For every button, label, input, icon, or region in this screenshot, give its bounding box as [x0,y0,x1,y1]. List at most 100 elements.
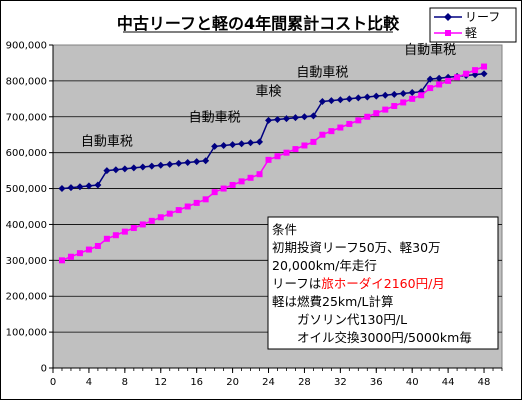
series-0-point-4 [94,181,102,189]
series-1-point-29 [319,131,326,138]
series-0-point-13 [175,159,183,167]
series-0-point-30 [327,97,335,105]
series-1-point-14 [184,203,191,210]
y-axis: 0 100,000 200,000 300,000 400,000 500,000 600,… [6,41,54,375]
series-1-point-19 [229,181,236,188]
series-0-point-42 [435,74,443,82]
series-1-point-41 [427,85,434,92]
series-0-point-17 [211,142,219,150]
series-1-point-9 [139,221,146,228]
series-0-point-5 [103,167,111,175]
series-1-point-37 [391,103,398,110]
series-1-point-7 [121,228,128,235]
annotation-1: 自動車税 [189,110,241,125]
series-0-point-16 [202,157,210,165]
conditions-box-frame [267,216,499,350]
series-1-point-20 [238,178,245,185]
y-tick-label-3: 300,000 [6,256,47,267]
series-1-point-28 [310,138,317,145]
condition-line-6: オイル交換3000円/5000km毎 [297,330,472,345]
series-1-point-26 [292,146,299,153]
series-1-point-44 [454,74,461,81]
series-0-point-9 [139,163,147,171]
series-0-point-41 [426,75,434,83]
series-0-point-39 [408,89,416,97]
condition-line-1: 初期投資リーフ50万、軽30万 [272,240,441,255]
series-1-point-18 [220,185,227,192]
series-1-point-4 [94,242,101,249]
series-1-point-46 [472,67,479,74]
series-0-point-7 [121,165,129,173]
condition-line-2: 20,000km/年走行 [272,258,377,273]
y-tick-label-2: 200,000 [6,292,47,303]
series-0-point-37 [390,90,398,98]
x-tick-label-2: 8 [122,377,128,388]
series-1-point-1 [67,253,74,260]
series-0-point-18 [220,141,228,149]
series-0-point-31 [336,96,344,104]
y-tick-label-9: 900,000 [6,41,47,52]
series-1-point-3 [85,246,92,253]
y-tick-label-8: 800,000 [6,76,47,87]
series-0-point-3 [85,182,93,190]
series-1-point-15 [193,199,200,206]
series-layer [58,63,488,264]
series-0-point-27 [300,113,308,121]
condition-line-5: ガソリン代130円/L [297,312,407,327]
series-1-point-32 [346,120,353,127]
series-1-point-31 [337,124,344,131]
series-1-point-35 [373,110,380,117]
series-0-point-29 [318,98,326,106]
series-0-point-0 [58,185,66,193]
series-1-point-27 [301,142,308,149]
series-0-point-28 [309,112,317,120]
series-1-point-33 [355,117,362,124]
series-1-point-13 [175,207,182,214]
y-tick-label-7: 700,000 [6,112,47,123]
series-1-point-24 [274,153,281,160]
series-0-point-1 [67,184,75,192]
series-1-point-8 [130,225,137,232]
x-tick-label-9: 36 [370,377,383,388]
series-0-point-12 [166,160,174,168]
series-1-point-2 [76,250,83,257]
x-tick-label-4: 16 [190,377,203,388]
series-1-point-5 [103,235,110,242]
series-1-point-22 [256,171,263,178]
series-0-point-20 [238,140,246,148]
x-tick-label-3: 12 [154,377,167,388]
series-1-point-45 [463,70,470,77]
y-tick-label-4: 400,000 [6,220,47,231]
legend-swatch-leaf-marker [444,13,452,21]
series-0-point-2 [76,183,84,191]
series-1-point-42 [436,81,443,88]
series-0-point-8 [130,164,138,172]
y-tick-label-1: 100,000 [6,328,47,339]
series-1-point-36 [382,106,389,113]
y-tick-label-0: 0 [41,364,47,375]
series-1-point-39 [409,95,416,102]
annotation-2: 車検 [256,84,282,99]
series-1-point-30 [328,128,335,135]
series-1-point-17 [211,189,218,196]
legend-label-kei: 軽 [465,26,477,40]
series-0-point-24 [274,115,281,123]
legend: リーフ 軽 [429,7,517,43]
y-tick-label-5: 500,000 [6,184,47,195]
x-tick-label-10: 40 [406,377,419,388]
legend-swatch-kei-marker [445,30,451,36]
legend-frame [429,7,517,43]
conditions-heading: 条件 [272,222,297,237]
series-1-point-25 [283,149,290,156]
series-0-point-10 [148,162,156,170]
annotation-0: 自動車税 [81,135,133,150]
x-tick-label-11: 44 [442,377,455,388]
series-1-point-47 [481,63,488,70]
series-0-point-35 [372,92,380,100]
series-0-point-15 [193,158,201,166]
series-1-point-38 [400,99,407,106]
series-0-point-47 [480,70,488,78]
x-tick-label-0: 0 [50,377,56,388]
